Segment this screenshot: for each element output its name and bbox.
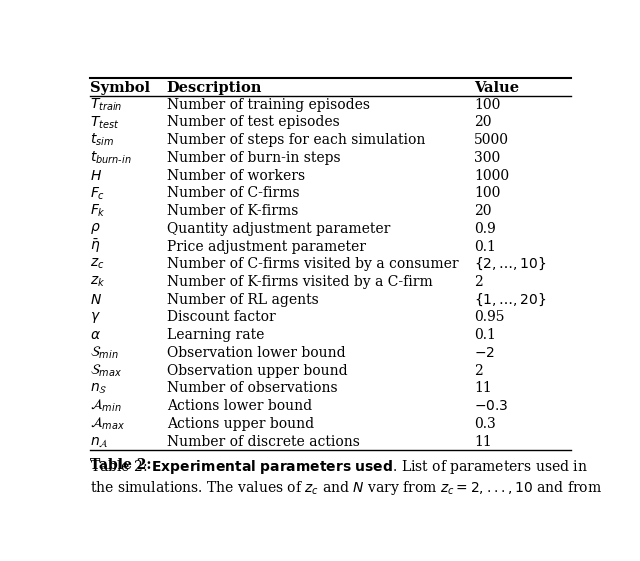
Text: $-0.3$: $-0.3$: [474, 399, 509, 413]
Text: Price adjustment parameter: Price adjustment parameter: [167, 240, 366, 254]
Text: 0.3: 0.3: [474, 417, 496, 431]
Text: $N$: $N$: [90, 293, 102, 307]
Text: $\mathcal{A}_{max}$: $\mathcal{A}_{max}$: [90, 416, 125, 432]
Text: Number of RL agents: Number of RL agents: [167, 293, 319, 307]
Text: 300: 300: [474, 151, 500, 165]
Text: $\{2,\ldots,10\}$: $\{2,\ldots,10\}$: [474, 256, 547, 273]
Text: 2: 2: [474, 275, 483, 289]
Text: Table 2:: Table 2:: [90, 458, 156, 472]
Text: Description: Description: [167, 81, 262, 95]
Text: 2: 2: [474, 364, 483, 378]
Text: $\{1,\ldots,20\}$: $\{1,\ldots,20\}$: [474, 292, 547, 308]
Text: Value: Value: [474, 81, 520, 95]
Text: $z_k$: $z_k$: [90, 275, 105, 289]
Text: 0.95: 0.95: [474, 310, 505, 324]
Text: Table 2: $\bf{Experimental\ parameters\ used}$. List of parameters used in: Table 2: $\bf{Experimental\ parameters\ …: [90, 458, 588, 476]
Text: $T_{train}$: $T_{train}$: [90, 96, 122, 113]
Text: $\rho$: $\rho$: [90, 221, 100, 236]
Text: $-2$: $-2$: [474, 346, 495, 360]
Text: 5000: 5000: [474, 133, 509, 147]
Text: 0.1: 0.1: [474, 240, 496, 254]
Text: Learning rate: Learning rate: [167, 328, 264, 342]
Text: $F_c$: $F_c$: [90, 185, 105, 201]
Text: Number of C-firms: Number of C-firms: [167, 186, 300, 200]
Text: Number of K-firms visited by a C-firm: Number of K-firms visited by a C-firm: [167, 275, 433, 289]
Text: Observation upper bound: Observation upper bound: [167, 364, 348, 378]
Text: Number of test episodes: Number of test episodes: [167, 116, 340, 130]
Text: $t_{burn\text{-}in}$: $t_{burn\text{-}in}$: [90, 150, 132, 166]
Text: $\mathcal{A}_{min}$: $\mathcal{A}_{min}$: [90, 398, 122, 414]
Text: the simulations. The values of $z_c$ and $N$ vary from $z_c=2,...,10$ and from: the simulations. The values of $z_c$ and…: [90, 479, 602, 497]
Text: 100: 100: [474, 98, 500, 112]
Text: 20: 20: [474, 204, 492, 218]
Text: $\mathcal{S}_{min}$: $\mathcal{S}_{min}$: [90, 344, 118, 361]
Text: $t_{sim}$: $t_{sim}$: [90, 132, 114, 148]
Text: 20: 20: [474, 116, 492, 130]
Text: 11: 11: [474, 435, 492, 449]
Text: $\gamma$: $\gamma$: [90, 310, 100, 325]
Text: Symbol: Symbol: [90, 81, 150, 95]
Text: Number of observations: Number of observations: [167, 381, 337, 396]
Text: Number of burn-in steps: Number of burn-in steps: [167, 151, 340, 165]
Text: $\bar{\eta}$: $\bar{\eta}$: [90, 238, 100, 255]
Text: $\alpha$: $\alpha$: [90, 328, 101, 342]
Text: $\mathcal{S}_{max}$: $\mathcal{S}_{max}$: [90, 362, 122, 379]
Text: Number of K-firms: Number of K-firms: [167, 204, 298, 218]
Text: Number of steps for each simulation: Number of steps for each simulation: [167, 133, 425, 147]
Text: $T_{test}$: $T_{test}$: [90, 114, 120, 131]
Text: $n_{\mathcal{A}}$: $n_{\mathcal{A}}$: [90, 435, 109, 449]
Text: $n_{\mathcal{S}}$: $n_{\mathcal{S}}$: [90, 381, 108, 396]
Text: 1000: 1000: [474, 169, 509, 183]
Text: 0.9: 0.9: [474, 222, 496, 236]
Text: Discount factor: Discount factor: [167, 310, 276, 324]
Text: Number of workers: Number of workers: [167, 169, 305, 183]
Text: 100: 100: [474, 186, 500, 200]
Text: Number of training episodes: Number of training episodes: [167, 98, 370, 112]
Text: $z_c$: $z_c$: [90, 257, 104, 272]
Text: $H$: $H$: [90, 169, 102, 183]
Text: Number of C-firms visited by a consumer: Number of C-firms visited by a consumer: [167, 257, 458, 272]
Text: Observation lower bound: Observation lower bound: [167, 346, 346, 360]
Text: Actions lower bound: Actions lower bound: [167, 399, 312, 413]
Text: Actions upper bound: Actions upper bound: [167, 417, 314, 431]
Text: 11: 11: [474, 381, 492, 396]
Text: Quantity adjustment parameter: Quantity adjustment parameter: [167, 222, 390, 236]
Text: $F_k$: $F_k$: [90, 203, 106, 219]
Text: 0.1: 0.1: [474, 328, 496, 342]
Text: Number of discrete actions: Number of discrete actions: [167, 435, 360, 449]
